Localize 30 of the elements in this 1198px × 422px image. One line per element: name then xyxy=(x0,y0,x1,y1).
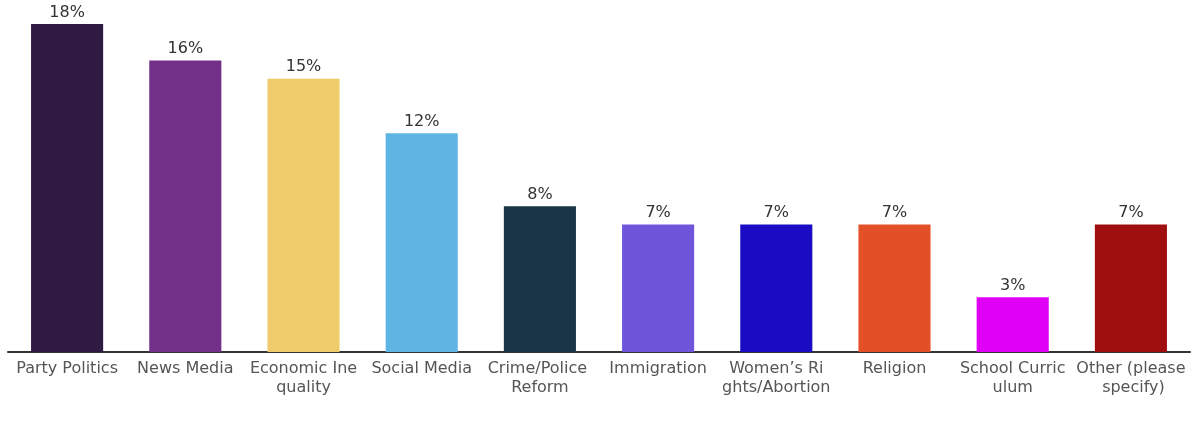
x-tick-label: Economic Inequality xyxy=(249,358,358,396)
data-label: 3% xyxy=(1000,274,1026,294)
data-label: 12% xyxy=(403,110,440,130)
bar xyxy=(976,297,1049,352)
data-label: 7% xyxy=(763,201,789,221)
x-tick-label: Party Politics xyxy=(16,358,118,377)
x-tick-label: School Curriculum xyxy=(959,358,1066,396)
data-label: 7% xyxy=(1118,201,1144,221)
data-label: 7% xyxy=(645,201,671,221)
x-tick-label: Religion xyxy=(862,358,927,377)
x-tick-label: Other (please specify) xyxy=(1076,358,1186,396)
x-tick-label: Immigration xyxy=(609,358,707,377)
data-label: 16% xyxy=(167,37,204,57)
bar xyxy=(622,224,695,352)
bar xyxy=(740,224,813,352)
bar xyxy=(385,133,458,352)
x-tick-label: Crime/Police Reform xyxy=(487,358,593,396)
x-tick-label: Social Media xyxy=(371,358,472,377)
bar xyxy=(503,206,576,352)
bar xyxy=(1094,224,1167,352)
data-label: 18% xyxy=(49,1,85,21)
x-tick-label: Women’s Rights/Abortion xyxy=(722,358,831,396)
data-label: 7% xyxy=(881,201,908,221)
bar xyxy=(858,224,931,352)
data-label: 8% xyxy=(527,183,553,203)
x-tick-label: News Media xyxy=(137,358,234,377)
bar xyxy=(31,24,104,352)
bar xyxy=(267,78,340,352)
data-label: 15% xyxy=(285,56,322,76)
bar xyxy=(149,60,222,352)
